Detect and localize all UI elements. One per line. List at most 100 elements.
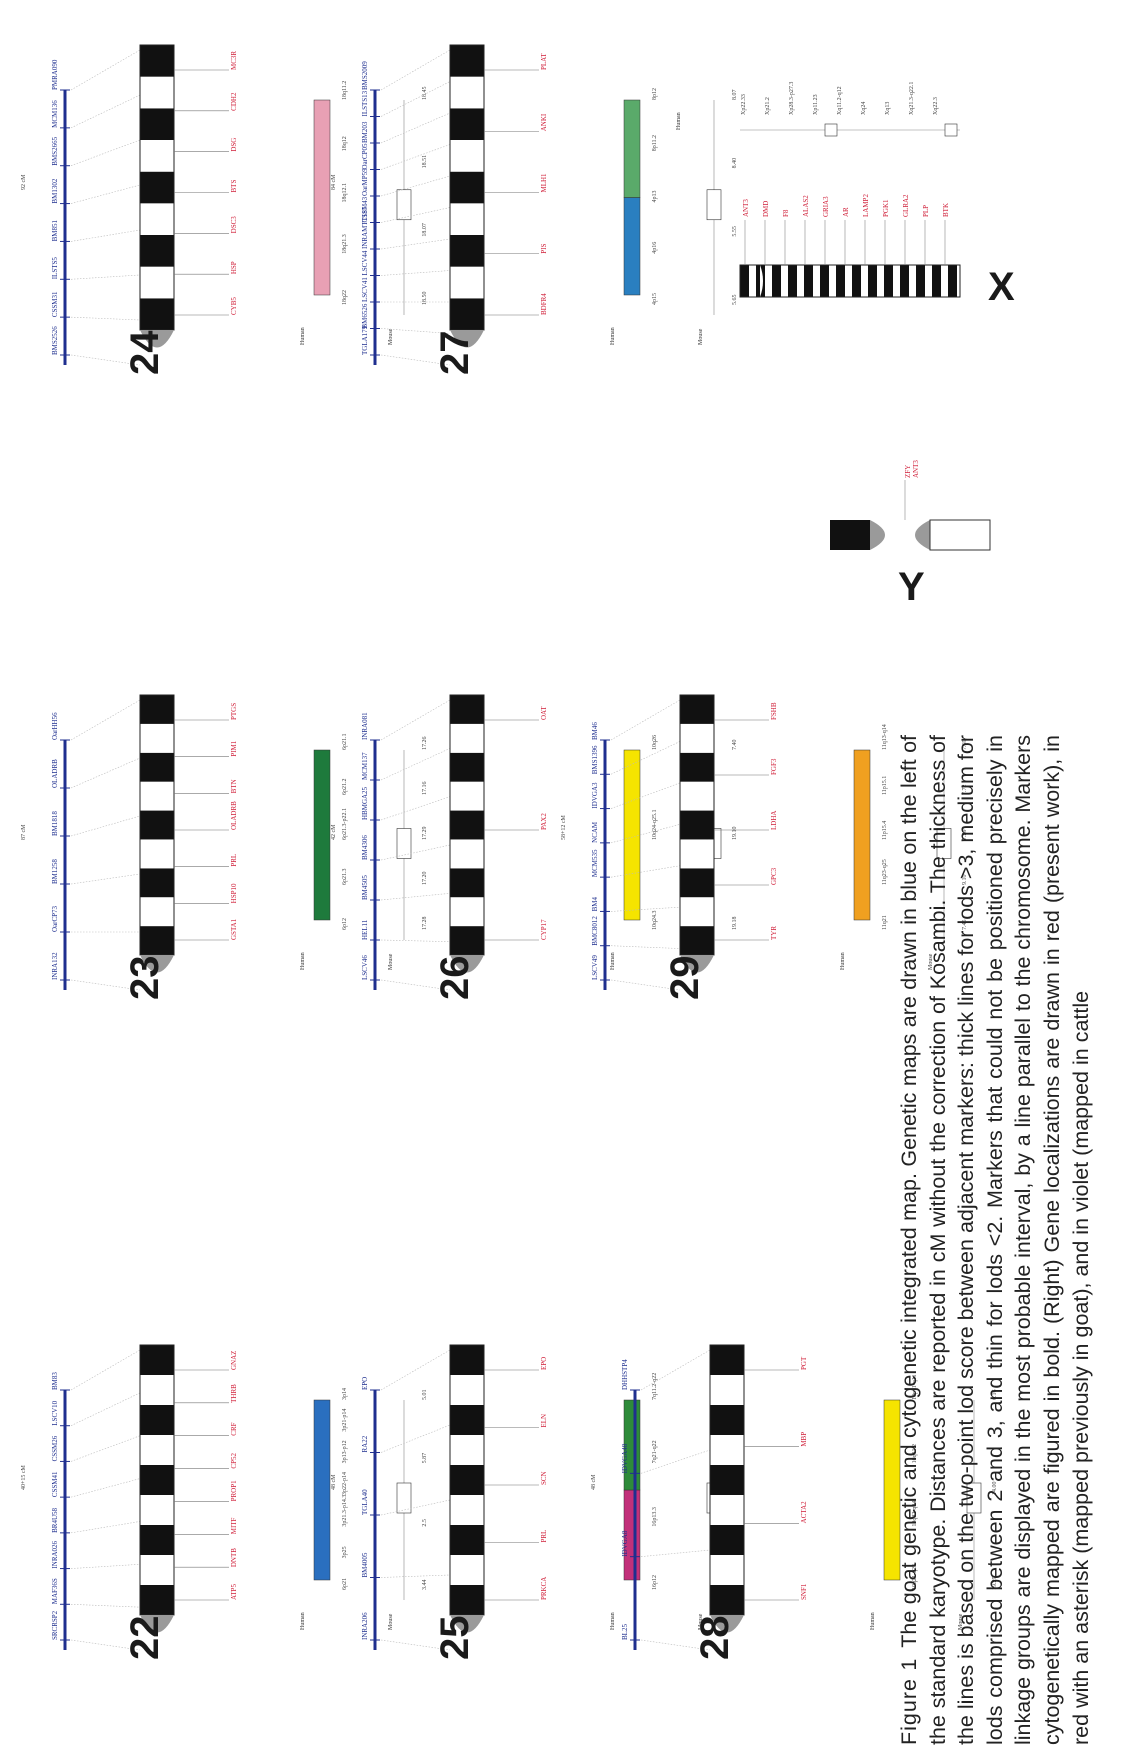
marker-guide [380, 1639, 451, 1651]
chromosome-panel-y: ZFY ANT3 Y [830, 460, 991, 609]
human-band-label: 3p14 [342, 1388, 348, 1400]
human-band-label: 4p16 [652, 242, 658, 254]
x-locus-label: AR [842, 207, 850, 217]
marker-guide [380, 1499, 451, 1516]
genetic-marker-label: EPO [361, 1377, 369, 1390]
mouse-value: 5.55 [732, 226, 738, 237]
genetic-marker-label: INRA081 [361, 712, 369, 740]
human-band-label: 10q21-q23 [912, 1564, 918, 1590]
genetic-length: 42 cM [331, 824, 337, 840]
locus-label: ANKI [540, 113, 548, 131]
ideogram-band [680, 695, 714, 724]
ideogram-band [140, 1435, 174, 1465]
genetic-marker-label: BM4005 [361, 1552, 369, 1577]
x-human-box-2 [944, 123, 958, 137]
locus-label: EPO [540, 1357, 548, 1370]
ideogram-band [450, 781, 484, 811]
marker-guide [70, 354, 141, 366]
human-band-label: 6p12 [342, 918, 348, 930]
x-locus-label: BTK [942, 203, 950, 217]
human-band-label: 10q11.2 [912, 1444, 918, 1463]
marker-guide [70, 1563, 141, 1569]
locus-label: BTS [230, 180, 238, 193]
locus-label: SNF1 [800, 1583, 808, 1600]
locus-label: HSP [230, 261, 238, 274]
mouse-value: 5.01 [422, 1390, 428, 1401]
human-band-label: 3p21-p14 [342, 1409, 348, 1432]
x-locus-label: ALAS2 [802, 195, 810, 217]
ideogram-band [140, 1405, 174, 1435]
human-band-label: 6p21.1 [342, 734, 348, 751]
genetic-marker-label: BM203 [361, 121, 369, 143]
x-human-band: Xp11.23 [813, 94, 819, 115]
marker-guide [380, 893, 451, 901]
ideogram-band [450, 1495, 484, 1525]
ideogram-band [680, 723, 714, 753]
mouse-header: Mouse [388, 1613, 394, 1630]
genetic-marker-label: OarMP59 [361, 168, 369, 196]
human-band-label: 7q11.2-q22 [652, 1373, 658, 1400]
marker-guide [640, 1349, 711, 1391]
locus-label: GNAZ [230, 1351, 238, 1370]
locus-label: GSTA1 [230, 918, 238, 940]
ideogram-band [140, 171, 174, 204]
human-band-label: 10q26 [652, 735, 658, 750]
ideogram-band [140, 926, 174, 955]
human-band-label: 6p21.3 [342, 869, 348, 886]
locus-label: MITF [230, 1517, 238, 1534]
genetic-marker-label: BM4505 [361, 875, 369, 900]
ideogram-band [140, 298, 174, 330]
locus-label: PIM1 [230, 740, 238, 756]
ideogram-band [450, 1405, 484, 1435]
x-band [884, 265, 893, 297]
mouse-value: 7.69 [962, 740, 968, 751]
marker-guide [610, 979, 681, 991]
x-human-band: Xq11.2-q12 [837, 86, 843, 115]
human-band-label: 11p15.4 [882, 821, 888, 840]
ideogram-band [710, 1375, 744, 1405]
marker-guide [70, 94, 141, 129]
human-band-label: 3p25 [342, 1546, 348, 1558]
human-header: Human [840, 952, 846, 970]
locus-label: CYB5 [230, 297, 238, 315]
genetic-marker-label: ILSTS5 [51, 257, 59, 280]
marker-guide [610, 741, 681, 775]
mouse-value: 19.18 [732, 917, 738, 931]
mouse-value: 5.65 [732, 295, 738, 306]
locus-label: MBP [800, 1432, 808, 1447]
ideogram-band [140, 1585, 174, 1615]
chromosome-number: 26 [433, 956, 477, 1001]
ideogram-band [450, 868, 484, 898]
x-band [900, 265, 909, 297]
genetic-length: 40+15 cM [21, 1464, 27, 1490]
ideogram-band [450, 1375, 484, 1405]
locus-label: CP52 [230, 1453, 238, 1469]
locus-label: DSC3 [230, 216, 238, 234]
marker-guide [380, 844, 451, 861]
ideogram-band [140, 45, 174, 77]
chromosome-number-x: X [988, 265, 1015, 309]
centromere [450, 1615, 484, 1633]
ideogram-band [680, 926, 714, 955]
marker-guide [380, 1424, 451, 1453]
marker-guide [380, 939, 451, 942]
genetic-marker-label: BM46 [591, 722, 599, 740]
human-header: Human [610, 952, 616, 970]
genetic-length: 48 cM [331, 1474, 337, 1490]
human-segment [853, 749, 871, 921]
x-human-band: Xq24 [861, 102, 867, 115]
marker-guide [640, 1549, 711, 1557]
genetic-marker-label: BM6526 [361, 303, 369, 328]
genetic-marker-label: LSCV41 [361, 277, 369, 302]
human-segment-2 [623, 99, 641, 198]
genetic-marker-label: BM1818 [51, 811, 59, 836]
marker-guide [380, 175, 451, 197]
genetic-length: 87 cM [21, 824, 27, 840]
locus-label: DNTB [230, 1548, 238, 1567]
marker-guide [380, 354, 451, 366]
locus-label: HSP10 [230, 883, 238, 903]
mouse-value: 3.44 [422, 1580, 428, 1591]
genetic-marker-label: INRA026 [51, 1540, 59, 1568]
genetic-marker-label: OarHH56 [51, 712, 59, 740]
